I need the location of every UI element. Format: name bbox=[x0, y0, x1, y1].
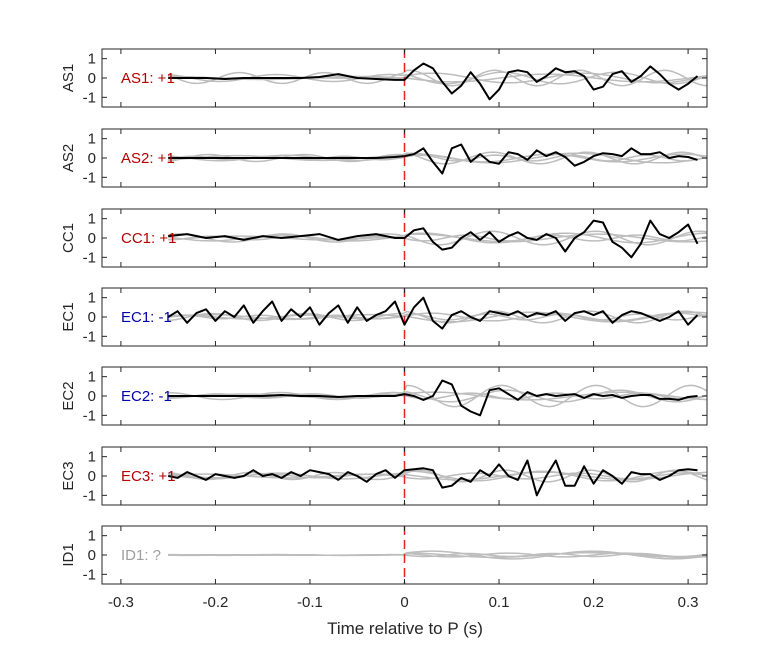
background-trace bbox=[168, 313, 707, 321]
background-trace bbox=[168, 154, 707, 162]
panel-ylabel: EC3 bbox=[60, 461, 77, 490]
polarity-label: CC1: +1 bbox=[121, 230, 176, 247]
y-tick-label: -1 bbox=[83, 566, 96, 583]
y-tick-label: -1 bbox=[83, 407, 96, 424]
x-tick-label: -0.1 bbox=[297, 594, 323, 611]
y-tick-label: 1 bbox=[88, 369, 96, 386]
panel-ylabel: EC1 bbox=[60, 302, 77, 331]
polarity-label: EC2: -1 bbox=[121, 388, 172, 405]
x-tick-label: 0 bbox=[400, 594, 408, 611]
y-tick-label: 1 bbox=[88, 290, 96, 307]
x-tick-label: 0.2 bbox=[583, 594, 604, 611]
polarity-label: ID1: ? bbox=[121, 547, 161, 564]
main-trace bbox=[168, 459, 698, 497]
y-tick-label: 0 bbox=[88, 547, 96, 564]
x-tick-label: -0.2 bbox=[203, 594, 229, 611]
background-traces bbox=[167, 69, 707, 87]
background-trace bbox=[168, 312, 707, 322]
y-tick-label: 0 bbox=[88, 230, 96, 247]
panel-cc1: 1 0 -1 CC1 CC1: +1 bbox=[60, 208, 708, 268]
panel-ec1: 1 0 -1 EC1 EC1: -1 bbox=[60, 287, 708, 347]
main-trace bbox=[167, 296, 699, 330]
main-trace bbox=[168, 379, 698, 417]
background-traces bbox=[168, 550, 707, 560]
main-trace bbox=[168, 143, 698, 175]
y-tick-label: 0 bbox=[88, 388, 96, 405]
panel-ylabel: CC1 bbox=[60, 223, 77, 253]
panel-ylabel: AS2 bbox=[60, 144, 77, 172]
polarity-label: AS1: +1 bbox=[121, 70, 175, 87]
panel-ec2: 1 0 -1 EC2 EC2: -1 bbox=[60, 366, 708, 426]
main-trace bbox=[168, 62, 699, 101]
y-tick-label: 1 bbox=[88, 131, 96, 148]
y-tick-label: -1 bbox=[83, 249, 96, 266]
polarity-label: EC1: -1 bbox=[121, 309, 172, 326]
y-tick-label: 0 bbox=[88, 468, 96, 485]
panel-ylabel: ID1 bbox=[60, 543, 77, 566]
panel-id1: 1 0 -1 ID1 ID1: ? bbox=[60, 525, 708, 585]
background-trace bbox=[168, 552, 707, 558]
panel-as2: 1 0 -1 AS2 AS2: +1 bbox=[60, 128, 708, 188]
y-tick-label: -1 bbox=[83, 487, 96, 504]
y-tick-label: 1 bbox=[88, 211, 96, 228]
panel-ylabel: AS1 bbox=[60, 64, 77, 92]
y-tick-label: -1 bbox=[83, 89, 96, 106]
panel-ec3: 1 0 -1 EC3 EC3: +1 bbox=[60, 446, 708, 506]
polarity-label: EC3: +1 bbox=[121, 468, 176, 485]
main-trace bbox=[168, 219, 699, 259]
x-tick-label: -0.3 bbox=[108, 594, 134, 611]
x-axis-label: Time relative to P (s) bbox=[327, 619, 483, 638]
polarity-label: AS2: +1 bbox=[121, 150, 175, 167]
x-axis: -0.3 -0.2 -0.1 0 0.1 0.2 0.3 bbox=[108, 594, 699, 611]
panels-group: 1 0 -1 AS1 AS1: +1 1 0 -1 AS2 AS2: +1 1 0 -1 CC1 CC1: … bbox=[60, 48, 708, 585]
y-tick-label: -1 bbox=[83, 328, 96, 345]
x-tick-label: 0.3 bbox=[678, 594, 699, 611]
y-tick-label: 1 bbox=[88, 528, 96, 545]
panel-as1: 1 0 -1 AS1 AS1: +1 bbox=[60, 48, 708, 108]
y-tick-label: -1 bbox=[83, 169, 96, 186]
background-traces bbox=[168, 384, 707, 408]
y-tick-label: 1 bbox=[88, 449, 96, 466]
y-tick-label: 1 bbox=[88, 51, 96, 68]
background-trace bbox=[168, 234, 707, 242]
y-tick-label: 0 bbox=[88, 309, 96, 326]
background-trace bbox=[168, 73, 707, 83]
x-tick-label: 0.1 bbox=[489, 594, 510, 611]
y-tick-label: 0 bbox=[88, 150, 96, 167]
y-tick-label: 0 bbox=[88, 70, 96, 87]
panel-ylabel: EC2 bbox=[60, 381, 77, 410]
